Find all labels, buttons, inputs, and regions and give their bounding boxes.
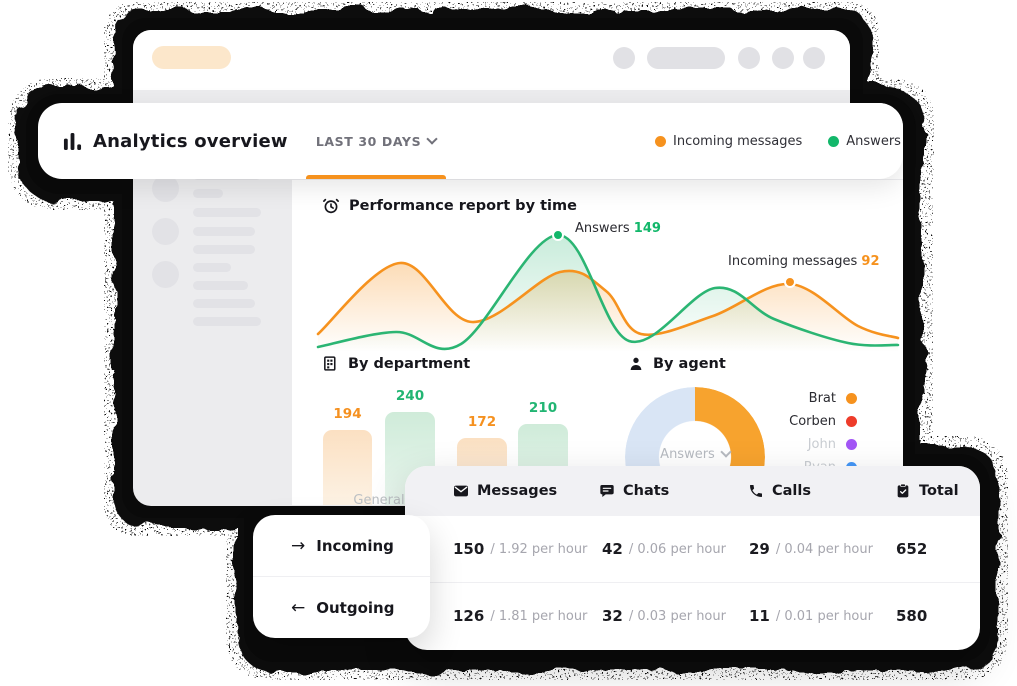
answers-marker [552, 229, 564, 241]
skeleton-text-bar [193, 189, 223, 198]
analytics-header-card: Analytics overview LAST 30 DAYS Incoming… [38, 103, 903, 179]
period-selector[interactable]: LAST 30 DAYS [306, 103, 446, 179]
calls-cell: 29/ 0.04 per hour [749, 540, 873, 558]
clock-icon [323, 198, 339, 214]
answers-line [316, 233, 900, 351]
performance-line-chart [316, 229, 900, 352]
skeleton-text-bar [193, 208, 261, 217]
row-divider [405, 582, 980, 583]
skeleton-avatar [152, 218, 179, 245]
total-cell: 580 [896, 607, 928, 625]
department-section-header: By department [322, 355, 470, 372]
column-header-messages: Messages [453, 466, 557, 516]
agent-legend-item-brat[interactable]: Brat [789, 387, 857, 410]
row-labels-card: → Incoming ← Outgoing [253, 515, 430, 638]
right-arrow-icon: → [291, 535, 306, 556]
incoming-row-label: → Incoming [291, 535, 394, 556]
bar-value-label: 240 [395, 388, 425, 404]
outgoing-row-label: ← Outgoing [291, 597, 395, 618]
column-header-chats: Chats [599, 466, 669, 516]
agent-title: By agent [653, 356, 726, 372]
department-bar: 194 [323, 406, 372, 505]
skeleton-avatar [152, 261, 179, 288]
messages-cell: 150/ 1.92 per hour [453, 540, 588, 558]
toolbar-circle [772, 47, 794, 69]
incoming-line [316, 261, 900, 340]
incoming-annotation: Incoming messages 92 [728, 254, 880, 269]
skeleton-avatar [152, 175, 179, 202]
active-tab-underline [306, 175, 446, 179]
phone-icon [750, 485, 762, 497]
agent-legend-item-john[interactable]: John [789, 433, 857, 456]
skeleton-text-bar [193, 227, 255, 236]
skeleton-text-bar [193, 281, 248, 290]
column-header-calls: Calls [748, 466, 811, 516]
department-title: By department [348, 355, 471, 372]
toolbar-logo-pill [152, 46, 231, 69]
table-row-incoming: 150/ 1.92 per hour 42/ 0.06 per hour 29/… [405, 516, 980, 582]
row-divider [253, 576, 430, 577]
chat-icon [600, 485, 614, 497]
stats-table-card: Messages Chats Calls [405, 466, 980, 650]
skeleton-text-bar [193, 245, 255, 254]
legend-item-incoming[interactable]: Incoming messages [655, 134, 802, 149]
answers-dropdown[interactable]: Answers [635, 446, 755, 462]
performance-section-header: Performance report by time [322, 197, 577, 215]
chart-legend: Incoming messages Answers [655, 103, 901, 179]
legend-item-answers[interactable]: Answers [828, 134, 901, 149]
performance-title: Performance report by time [349, 198, 577, 214]
bar-chart-icon [63, 132, 82, 150]
header-divider [292, 179, 903, 180]
bar-value-label: 210 [528, 400, 558, 416]
incoming-marker [784, 276, 796, 288]
chevron-down-icon [426, 133, 438, 145]
bar-value-label: 172 [467, 414, 497, 430]
department-category-label: General [353, 493, 405, 505]
messages-cell: 126/ 1.81 per hour [453, 607, 588, 625]
page-title: Analytics overview [93, 130, 288, 152]
answers-annotation: Answers 149 [575, 221, 661, 236]
chevron-down-icon [720, 446, 732, 458]
total-cell: 652 [896, 540, 928, 558]
toolbar-circle [803, 47, 825, 69]
agent-legend-item-corben[interactable]: Corben [789, 410, 857, 433]
toolbar-circle [738, 47, 760, 69]
legend-dot [846, 416, 857, 427]
chats-cell: 42/ 0.06 per hour [602, 540, 726, 558]
legend-dot [655, 135, 666, 147]
table-row-outgoing: 126/ 1.81 per hour 32/ 0.03 per hour 11/… [405, 583, 980, 649]
toolbar-address-pill [647, 47, 725, 69]
column-header-total: Total [895, 466, 959, 516]
left-arrow-icon: ← [291, 597, 306, 618]
chats-cell: 32/ 0.03 per hour [602, 607, 726, 625]
skeleton-text-bar [193, 263, 231, 272]
table-header: Messages Chats Calls [405, 466, 980, 516]
answers-area [318, 234, 898, 352]
skeleton-text-bar [193, 299, 255, 308]
legend-dot [846, 393, 857, 404]
skeleton-text-bar [193, 317, 261, 326]
toolbar-circle [613, 47, 635, 69]
building-icon [324, 356, 336, 371]
clipboard-icon [897, 483, 909, 498]
browser-toolbar [133, 30, 850, 90]
calls-cell: 11/ 0.01 per hour [749, 607, 873, 625]
person-icon [630, 357, 642, 370]
legend-dot [828, 135, 840, 147]
bar-value-label: 194 [333, 406, 362, 422]
agent-section-header: By agent [628, 356, 726, 372]
envelope-icon [454, 485, 468, 497]
legend-dot [846, 439, 857, 450]
